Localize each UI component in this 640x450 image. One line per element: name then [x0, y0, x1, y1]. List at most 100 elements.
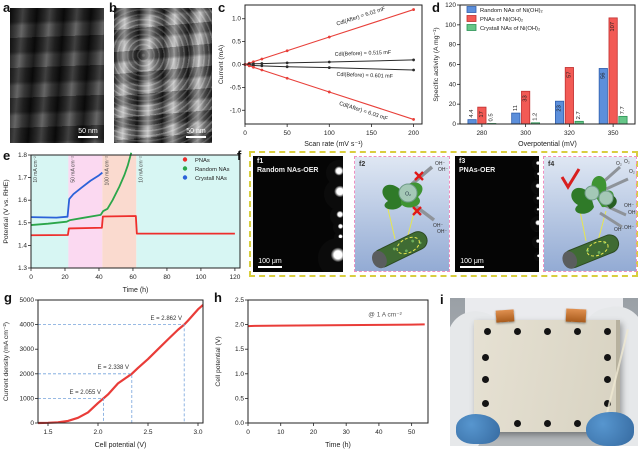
svg-text:40: 40 [375, 429, 383, 436]
svg-text:0.0: 0.0 [232, 62, 241, 69]
svg-text:56: 56 [600, 72, 606, 78]
sem-image-a: 50 nm [10, 8, 104, 143]
f1-random-nas-oer-image: f1 Random NAs-OER 100 μm [253, 156, 343, 272]
copper-terminal [495, 309, 515, 323]
bolt [514, 328, 521, 335]
svg-text:40: 40 [449, 81, 457, 88]
svg-text:0: 0 [452, 121, 456, 128]
svg-text:Random NAs of Ni(OH)₂: Random NAs of Ni(OH)₂ [480, 8, 543, 14]
chart-polarization-curve: 1.5 2.0 2.5 3.0 0 1000 2000 3000 4000 5000 Cell po… [3, 297, 204, 449]
nanosheet-leaf [382, 184, 402, 210]
svg-text:40: 40 [95, 274, 103, 281]
o2-bubble-sphere [398, 183, 418, 203]
electrolyzer-photo [450, 298, 638, 446]
o2-label: O₂ [629, 169, 635, 175]
electrode-cylinder [372, 231, 428, 269]
svg-text:17: 17 [479, 111, 485, 117]
panel-letter-i: i [440, 292, 444, 307]
svg-text:1.4: 1.4 [18, 242, 27, 249]
svg-text:2.0: 2.0 [235, 322, 244, 329]
svg-text:1.5: 1.5 [235, 346, 244, 353]
svg-text:107: 107 [610, 22, 616, 32]
svg-text:0.0: 0.0 [235, 420, 244, 427]
oh-label: OH⁻ [614, 227, 625, 233]
scale-bar-f3: 100 μm [460, 258, 484, 268]
scale-bar-f1: 100 μm [258, 258, 282, 268]
svg-text:0.5: 0.5 [489, 113, 495, 121]
svg-text:Cell potential (V): Cell potential (V) [95, 442, 147, 449]
svg-text:100: 100 [445, 22, 456, 29]
svg-text:300: 300 [520, 130, 531, 137]
scale-bar-f3-label: 100 μm [460, 258, 484, 265]
svg-text:PNAs of Ni(OH)₂: PNAs of Ni(OH)₂ [480, 17, 523, 23]
oh-label: OH⁻ [437, 229, 448, 235]
svg-text:Cdl(After) = 6.02 mF: Cdl(After) = 6.02 mF [336, 6, 387, 28]
oh-label: OH⁻ [438, 167, 449, 173]
svg-text:5000: 5000 [20, 297, 35, 304]
svg-text:4.4: 4.4 [469, 109, 475, 118]
panel-letter-h: h [214, 290, 222, 305]
oh-arrow [603, 203, 627, 217]
chart-cdl-scan-rate: 0 50 100 150 200 -1.0 -0.5 0.0 0.5 1.0 Scan rate (… [218, 4, 423, 148]
chart-stability-potential: 0 20 40 60 80 100 120 1.3 1.4 1.5 1.6 1.7 1.8 Time (h… [3, 152, 241, 294]
svg-text:1.7: 1.7 [18, 175, 27, 182]
scale-bar-a: 50 nm [78, 128, 98, 138]
svg-text:150: 150 [366, 130, 377, 137]
svg-text:7.7: 7.7 [620, 106, 626, 114]
svg-text:Cdl(Before) = 0.601 mF: Cdl(Before) = 0.601 mF [336, 72, 393, 80]
svg-text:120: 120 [229, 274, 240, 281]
svg-text:50: 50 [284, 130, 292, 137]
blue-glove [456, 414, 500, 444]
f3-title: PNAs-OER [459, 167, 496, 174]
svg-text:Time (h): Time (h) [123, 287, 149, 294]
electrode-cylinder [562, 234, 620, 269]
chart-specific-activity: 4.4 11 23 56 17 33 57 107 0.5 1.2 2.7 7.7 280 300 320 3… [433, 2, 636, 148]
svg-text:1.5: 1.5 [43, 429, 52, 436]
svg-text:-1.0: -1.0 [230, 107, 242, 114]
svg-text:10 mA cm⁻²: 10 mA cm⁻² [33, 156, 39, 183]
bolt [574, 328, 581, 335]
panel-letter-f: f [237, 148, 242, 163]
svg-text:2.0: 2.0 [93, 429, 102, 436]
svg-text:@ 1 A cm⁻²: @ 1 A cm⁻² [368, 312, 402, 319]
svg-text:Cell potential (V): Cell potential (V) [215, 336, 222, 386]
svg-text:10: 10 [277, 429, 285, 436]
svg-text:100 mA cm⁻²: 100 mA cm⁻² [104, 156, 110, 186]
svg-text:350: 350 [608, 130, 619, 137]
svg-text:Random NAs: Random NAs [195, 167, 230, 173]
panel-letter-a: a [3, 0, 11, 15]
f2-schematic: f2 O₂ [354, 156, 450, 272]
oh-label: OH⁻ [624, 225, 635, 231]
scale-bar-b-label: 50 nm [186, 128, 206, 135]
scale-bar-b-line [186, 136, 206, 138]
bolt [482, 400, 489, 407]
svg-text:60: 60 [449, 62, 457, 69]
gas-bubble [333, 220, 343, 235]
gas-bubble [531, 180, 539, 194]
svg-text:23: 23 [557, 105, 563, 111]
copper-terminal [565, 308, 587, 323]
bolt [482, 354, 489, 361]
callout-line [387, 208, 396, 240]
svg-text:Potential (V vs. RHE): Potential (V vs. RHE) [3, 179, 10, 243]
svg-text:0: 0 [246, 429, 250, 436]
gas-bubble [318, 238, 343, 272]
gas-bubble [324, 178, 343, 210]
svg-text:1.2: 1.2 [532, 113, 538, 121]
oh-arrow [599, 211, 623, 229]
scale-bar-f3-line [460, 266, 484, 268]
gas-bubble [533, 194, 539, 204]
scale-bar-a-line [78, 136, 98, 138]
f4-tag: f4 [548, 161, 554, 168]
panel-letter-d: d [432, 0, 440, 15]
svg-text:Current (mA): Current (mA) [218, 45, 225, 84]
svg-text:0: 0 [29, 274, 33, 281]
svg-text:1.8: 1.8 [18, 152, 27, 159]
svg-text:1.6: 1.6 [18, 197, 27, 204]
svg-text:60: 60 [129, 274, 137, 281]
svg-text:0.5: 0.5 [232, 39, 241, 46]
svg-text:1000: 1000 [20, 395, 35, 402]
o2-label: O₂ [405, 192, 411, 198]
svg-text:20: 20 [449, 101, 457, 108]
